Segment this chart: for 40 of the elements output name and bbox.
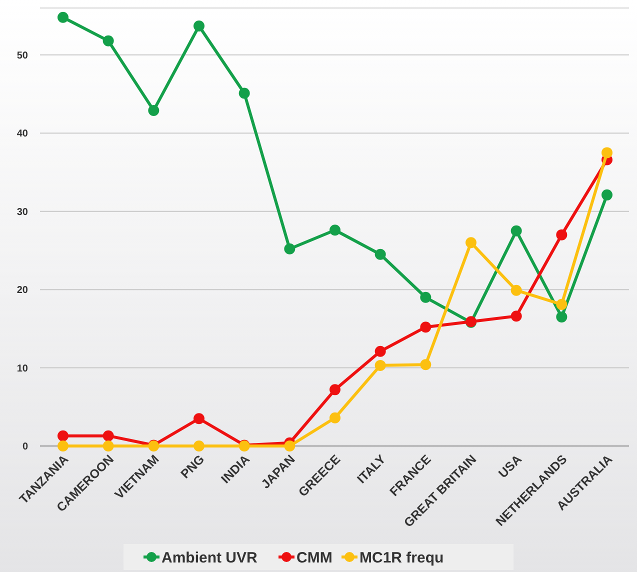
point [284,243,296,254]
point [330,384,340,396]
point [420,322,432,333]
point [374,346,386,357]
point [58,12,68,23]
y-tick-label: 0 [22,442,28,452]
point [510,310,522,322]
y-tick-label: 10 [16,363,28,374]
point [58,430,68,442]
y-tick-label: 20 [16,285,28,296]
point [102,430,114,442]
y-tick-label: 40 [16,128,28,140]
point [194,413,204,424]
point [510,284,522,296]
point [284,440,296,452]
point [102,35,114,46]
point [510,225,522,236]
point [602,147,612,158]
point [556,311,568,322]
point [102,440,114,452]
point [466,237,476,248]
point [602,189,612,200]
point [148,104,160,116]
legend-label: CMM [296,549,332,566]
point [330,224,340,236]
point [420,359,432,370]
point [374,360,386,371]
point [374,248,386,260]
point [330,412,340,424]
point [556,229,568,240]
point [194,440,204,452]
point [58,440,68,452]
y-tick-label: 50 [16,50,28,62]
point [556,298,568,310]
legend-label: Ambient UVR [162,549,258,566]
point [194,20,204,32]
point [420,292,432,303]
legend-label: MC1R frequ [360,549,444,566]
point [238,88,250,99]
y-tick-label: 30 [16,206,28,218]
